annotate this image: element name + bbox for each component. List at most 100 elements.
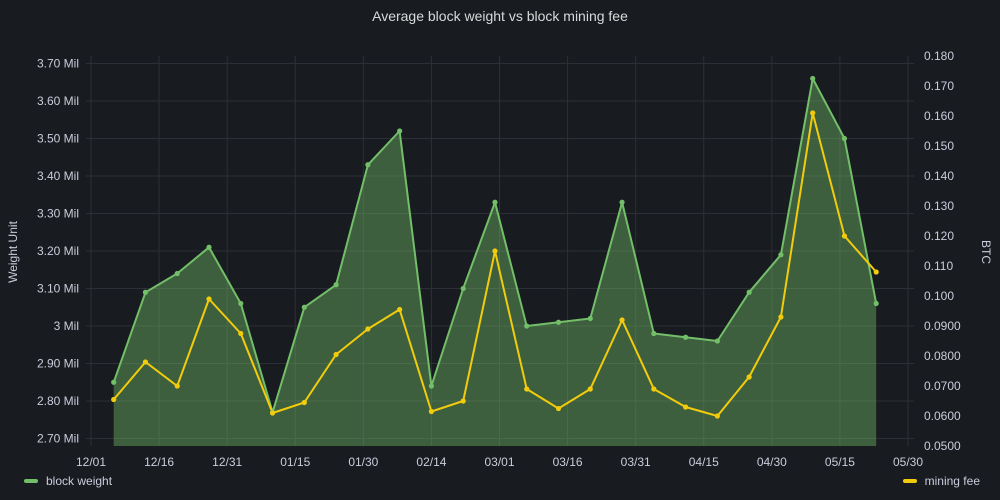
data-point-mining-fee <box>778 314 784 320</box>
y-left-tick-label: 3 Mil <box>54 319 79 333</box>
data-point-mining-fee <box>492 248 498 254</box>
x-tick-label: 12/16 <box>144 455 174 469</box>
y-right-tick-label: 0.160 <box>924 109 954 123</box>
y-right-tick-label: 0.0500 <box>924 439 961 453</box>
x-tick-label: 04/15 <box>689 455 719 469</box>
legend-block-weight[interactable]: block weight <box>24 473 112 489</box>
data-point-mining-fee <box>587 386 593 392</box>
x-axis-ticks: 12/01 12/16 12/31 01/15 01/30 02/14 03/01 03/16… <box>76 455 923 469</box>
data-point-block-weight <box>619 199 625 205</box>
data-point-block-weight <box>428 383 435 389</box>
data-point-mining-fee <box>714 413 720 419</box>
data-point-mining-fee <box>841 233 848 239</box>
data-point-mining-fee <box>619 317 625 323</box>
y-right-tick-label: 0.150 <box>924 139 954 153</box>
data-point-block-weight <box>492 199 498 205</box>
legend-swatch-block-weight <box>24 479 38 483</box>
data-point-block-weight <box>206 244 212 250</box>
data-point-block-weight <box>238 300 244 307</box>
y-right-tick-label: 0.120 <box>924 229 954 243</box>
x-tick-label: 03/31 <box>621 455 651 469</box>
data-point-block-weight <box>142 289 149 295</box>
x-tick-label: 01/15 <box>280 455 310 469</box>
data-point-block-weight <box>365 162 371 168</box>
data-point-mining-fee <box>238 330 244 337</box>
data-point-block-weight <box>682 334 689 340</box>
series-area-block-weight <box>113 78 877 446</box>
data-point-block-weight <box>746 289 752 295</box>
y-left-tick-label: 2.70 Mil <box>37 432 79 446</box>
x-tick-label: 03/01 <box>484 455 514 469</box>
y-right-tick-label: 0.110 <box>924 259 953 273</box>
y-right-tick-label: 0.0800 <box>924 349 961 363</box>
data-point-block-weight <box>397 128 403 134</box>
x-tick-label: 04/30 <box>757 455 787 469</box>
data-point-block-weight <box>524 323 530 329</box>
legend-label-block-weight: block weight <box>46 474 113 488</box>
legend-label-mining-fee: mining fee <box>924 474 980 488</box>
y-right-tick-label: 0.0600 <box>924 409 961 423</box>
y-left-tick-label: 2.90 Mil <box>37 357 79 371</box>
data-point-mining-fee <box>524 386 530 392</box>
x-tick-label: 05/15 <box>825 455 855 469</box>
data-point-block-weight <box>587 315 593 322</box>
legend-swatch-mining-fee <box>902 479 917 483</box>
x-tick-label: 03/16 <box>553 455 583 469</box>
data-point-block-weight <box>174 270 180 277</box>
data-point-mining-fee <box>397 306 403 313</box>
x-tick-label: 12/01 <box>76 455 106 469</box>
left-axis-label: Weight Unit <box>6 220 20 282</box>
y-right-tick-label: 0.130 <box>924 199 954 213</box>
right-axis-ticks: 0.0500 0.0600 0.0700 0.0800 0.0900 0.100 0.110… <box>924 49 961 453</box>
data-point-mining-fee <box>555 405 562 412</box>
data-point-mining-fee <box>746 374 752 380</box>
data-point-block-weight <box>810 75 816 82</box>
data-point-mining-fee <box>682 404 689 410</box>
series-points <box>111 75 879 419</box>
y-right-tick-label: 0.0900 <box>924 319 961 333</box>
data-point-block-weight <box>301 304 307 310</box>
data-point-block-weight <box>460 285 466 292</box>
y-right-tick-label: 0.100 <box>924 289 954 303</box>
data-point-mining-fee <box>428 408 435 415</box>
data-point-block-weight <box>714 338 720 344</box>
data-point-mining-fee <box>142 359 149 365</box>
data-point-mining-fee <box>301 399 307 406</box>
y-left-tick-label: 3.50 Mil <box>37 132 79 146</box>
data-point-mining-fee <box>333 351 339 358</box>
data-point-block-weight <box>841 135 848 142</box>
y-left-tick-label: 3.60 Mil <box>37 94 79 108</box>
data-point-mining-fee <box>206 296 212 302</box>
y-left-tick-label: 3.70 Mil <box>37 57 79 71</box>
grid-lines <box>86 56 914 446</box>
data-point-block-weight <box>111 379 117 385</box>
y-left-tick-label: 3.40 Mil <box>37 169 79 183</box>
data-point-mining-fee <box>365 326 371 332</box>
x-tick-label: 01/30 <box>348 455 378 469</box>
series-areas <box>113 78 877 446</box>
y-right-tick-label: 0.140 <box>924 169 954 183</box>
data-point-mining-fee <box>460 398 466 404</box>
y-left-tick-label: 3.30 Mil <box>37 207 79 221</box>
y-right-tick-label: 0.170 <box>924 79 954 93</box>
y-right-tick-label: 0.0700 <box>924 379 961 393</box>
right-axis-label: BTC <box>979 240 993 264</box>
y-left-tick-label: 3.10 Mil <box>37 282 79 296</box>
y-right-tick-label: 0.180 <box>924 49 954 63</box>
legend-mining-fee[interactable]: mining fee <box>902 473 980 489</box>
data-point-block-weight <box>555 319 562 325</box>
data-point-mining-fee <box>269 410 276 416</box>
x-tick-label: 05/30 <box>893 455 923 469</box>
data-point-mining-fee <box>651 386 657 392</box>
x-tick-label: 12/31 <box>212 455 242 469</box>
chart-title: Average block weight vs block mining fee <box>372 8 628 24</box>
data-point-mining-fee <box>873 269 879 275</box>
data-point-block-weight <box>873 300 879 307</box>
left-axis-ticks: 2.70 Mil 2.80 Mil 2.90 Mil 3 Mil 3.10 Mil 3.2… <box>37 57 79 446</box>
data-point-block-weight <box>778 252 784 258</box>
x-tick-label: 02/14 <box>416 455 446 469</box>
data-point-mining-fee <box>111 396 117 403</box>
y-left-tick-label: 2.80 Mil <box>37 394 79 408</box>
data-point-block-weight <box>651 330 657 337</box>
